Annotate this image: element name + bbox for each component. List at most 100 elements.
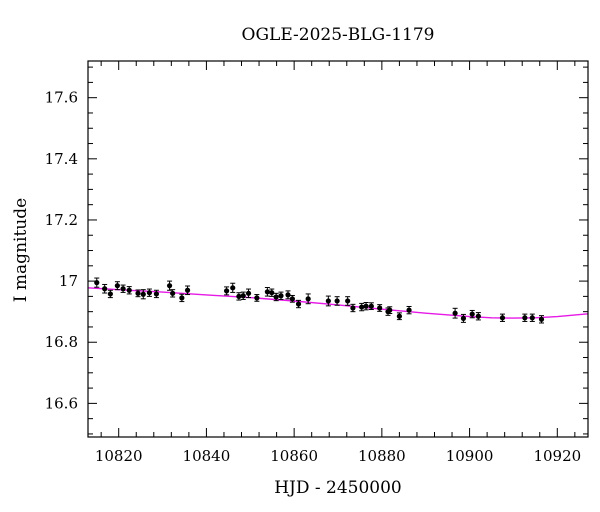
point-marker [126, 287, 132, 293]
data-point [135, 289, 141, 298]
point-marker [102, 286, 108, 292]
data-point [334, 296, 340, 306]
data-point [114, 281, 120, 291]
data-points-layer [94, 277, 545, 324]
point-marker [289, 296, 295, 302]
data-point [184, 285, 191, 296]
data-point [368, 302, 374, 311]
point-marker [254, 295, 260, 301]
data-point [170, 289, 176, 298]
data-point [469, 309, 475, 319]
x-axis-label: HJD - 2450000 [274, 478, 402, 498]
y-tick-label: 17.6 [45, 89, 78, 107]
point-marker [334, 298, 340, 304]
data-point [345, 296, 351, 306]
point-marker [475, 313, 481, 319]
point-marker [345, 298, 351, 304]
data-point [475, 312, 481, 321]
point-marker [135, 290, 141, 296]
point-marker [273, 294, 279, 300]
point-marker [295, 301, 302, 307]
data-point [107, 289, 113, 299]
data-point [522, 313, 528, 322]
y-tick-labels: 16.6 16.8 17 17.2 17.4 17.6 [45, 89, 78, 413]
point-marker [359, 304, 365, 310]
data-point [146, 288, 153, 297]
data-point [406, 305, 412, 315]
data-point [179, 293, 185, 303]
point-marker [452, 310, 458, 316]
data-point [223, 286, 230, 296]
data-point [350, 303, 356, 313]
point-marker [153, 291, 160, 297]
point-marker [245, 290, 252, 296]
point-marker [406, 307, 412, 313]
data-point [245, 288, 252, 299]
data-point [460, 313, 467, 323]
y-tick-label: 17.4 [45, 150, 78, 168]
data-point [285, 290, 291, 300]
data-point [377, 304, 383, 312]
y-tick-label: 17 [59, 272, 78, 290]
point-marker [114, 283, 120, 289]
x-tick-label: 10860 [270, 447, 318, 465]
data-point [452, 307, 458, 319]
point-marker [146, 290, 153, 296]
y-axis-label: I magnitude [11, 198, 31, 302]
point-marker [285, 292, 291, 298]
point-marker [377, 305, 383, 311]
point-marker [179, 295, 185, 301]
point-marker [469, 311, 475, 317]
data-point [102, 283, 108, 294]
data-point [140, 289, 146, 300]
x-tick-label: 10880 [358, 447, 406, 465]
data-point [166, 280, 173, 291]
data-point [269, 288, 275, 297]
data-point [305, 293, 311, 305]
data-point [273, 292, 279, 302]
point-marker [363, 303, 369, 309]
data-point [325, 295, 331, 307]
point-marker [387, 307, 393, 313]
data-point [499, 313, 506, 322]
plot-frame [87, 60, 589, 438]
data-point [295, 299, 302, 309]
point-marker [460, 315, 467, 321]
data-point [153, 289, 160, 299]
y-tick-label: 16.8 [45, 333, 78, 351]
point-marker [396, 313, 403, 319]
data-point [363, 301, 369, 311]
data-point [240, 291, 246, 300]
point-marker [529, 315, 535, 321]
point-marker [278, 293, 284, 299]
data-point [94, 277, 100, 288]
point-marker [269, 290, 275, 296]
y-tick-label: 17.2 [45, 211, 78, 229]
data-point [254, 294, 260, 302]
point-marker [107, 291, 113, 297]
point-marker [240, 293, 246, 299]
point-marker [223, 288, 230, 294]
axis-ticks [88, 61, 588, 437]
point-marker [522, 315, 528, 321]
point-marker [230, 285, 236, 291]
data-point [387, 306, 393, 315]
point-marker [499, 315, 506, 321]
x-tick-labels: 10820 10840 10860 10880 10900 10920 [95, 447, 581, 465]
x-tick-label: 10840 [183, 447, 231, 465]
data-point [529, 313, 535, 322]
point-marker [305, 296, 311, 302]
data-point [396, 312, 403, 321]
point-marker [538, 316, 545, 322]
data-point [538, 315, 545, 324]
data-point [264, 287, 270, 297]
point-marker [140, 291, 146, 297]
data-point [236, 292, 242, 301]
x-tick-label: 10820 [95, 447, 143, 465]
point-marker [120, 286, 126, 292]
data-point [230, 282, 236, 293]
point-marker [170, 290, 176, 296]
point-marker [184, 287, 191, 293]
data-point [359, 302, 365, 312]
